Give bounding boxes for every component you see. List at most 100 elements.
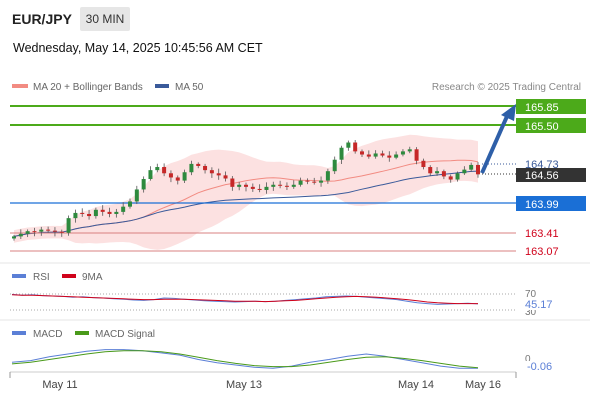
candle-body <box>394 154 399 158</box>
candle-body <box>80 212 85 214</box>
candle-body <box>435 171 440 174</box>
candle-body <box>223 175 228 179</box>
x-tick-label-may13: May 13 <box>226 379 262 391</box>
x-axis: May 11 May 13 May 14 May 16 <box>9 371 517 391</box>
macd-signal-legend-swatch <box>75 331 89 335</box>
price-scale: 165.85 165.50 164.73 164.56 163.99 163.4… <box>516 99 586 258</box>
candle-body <box>230 178 235 187</box>
rsi-30-label: 30 <box>525 307 537 318</box>
ma50-legend-swatch <box>155 84 169 88</box>
candle-body <box>93 209 98 217</box>
candle-body <box>100 209 105 212</box>
timeframe-badge[interactable]: 30 MIN <box>80 7 130 31</box>
candle-body <box>291 184 296 187</box>
candle-body <box>271 184 276 187</box>
resistance-label-2: 165.50 <box>525 121 559 133</box>
candle-body <box>128 201 132 207</box>
candle-body <box>25 231 30 234</box>
candle-body <box>66 218 71 233</box>
candle-body <box>155 167 160 171</box>
rsi-panel: RSI 9MA 70 30 45.17 <box>10 272 562 318</box>
candle-body <box>346 142 351 148</box>
macd-current-label: -0.06 <box>527 361 552 373</box>
candle-body <box>175 177 180 181</box>
rsi-ma-legend-swatch <box>62 274 76 278</box>
candle-body <box>339 147 344 160</box>
macd-current-label-bg <box>522 361 562 372</box>
candle-body <box>353 142 358 152</box>
candle-body <box>284 185 289 187</box>
candle-body <box>469 164 474 170</box>
macd-legend-label: MACD <box>33 329 62 340</box>
rsi-ma-line <box>11 294 478 305</box>
macd-line <box>11 349 478 369</box>
candle-body <box>257 188 262 190</box>
ma20-legend-label: MA 20 + Bollinger Bands <box>33 82 143 93</box>
pivot-label: 163.99 <box>525 199 559 211</box>
candle-body <box>203 165 208 171</box>
symbol-title: EUR/JPY <box>12 11 72 27</box>
chart-header: EUR/JPY 30 MIN Wednesday, May 14, 2025 1… <box>0 0 590 70</box>
candle-body <box>134 189 139 202</box>
rsi-70-label: 70 <box>525 289 537 300</box>
macd-zero-label: 0 <box>525 354 531 365</box>
candle-body <box>400 151 405 155</box>
last-price-label-bg <box>516 168 586 182</box>
support-label-1: 163.41 <box>525 228 559 240</box>
candlestick-series <box>12 140 480 241</box>
candle-body <box>168 173 173 178</box>
candle-body <box>237 184 242 187</box>
candle-body <box>476 164 480 175</box>
candle-body <box>312 181 317 183</box>
resistance-label-2-bg <box>516 118 586 133</box>
candle-body <box>421 160 426 168</box>
candle-body <box>373 153 378 157</box>
candle-body <box>380 153 385 156</box>
candle-body <box>278 184 283 186</box>
candle-body <box>196 163 201 166</box>
macd-panel: MACD MACD Signal 0 -0.06 <box>11 329 562 373</box>
candle-body <box>448 176 453 180</box>
candle-body <box>12 236 16 239</box>
macd-signal-line <box>11 350 479 369</box>
resistance-label-1: 165.85 <box>525 102 559 114</box>
rsi-current-label: 45.17 <box>525 299 553 311</box>
candle-body <box>141 179 146 190</box>
candle-body <box>216 173 221 176</box>
support-label-2: 163.07 <box>525 246 559 258</box>
last-price-label: 164.56 <box>525 170 559 182</box>
candle-body <box>121 206 126 212</box>
candle-body <box>114 211 119 214</box>
x-tick-label-may11: May 11 <box>42 379 77 391</box>
x-tick-label-may16: May 16 <box>465 379 501 391</box>
candle-body <box>387 155 392 158</box>
candle-body <box>407 149 412 152</box>
projection-arrow-head <box>501 104 516 121</box>
candle-body <box>73 212 78 219</box>
candle-body <box>298 180 303 185</box>
candle-body <box>52 230 57 232</box>
candle-body <box>319 180 324 183</box>
candle-body <box>39 229 44 232</box>
credit-text: Research © 2025 Trading Central <box>432 82 581 93</box>
ma50-line <box>13 170 479 237</box>
candle-body <box>332 159 337 172</box>
rsi-current-label-bg <box>522 299 562 310</box>
candle-body <box>182 172 187 181</box>
main-legend: MA 20 + Bollinger Bands MA 50 Research ©… <box>12 82 581 93</box>
candle-body <box>264 186 269 190</box>
candle-body <box>148 170 153 180</box>
candle-body <box>305 180 310 182</box>
candle-body <box>455 173 460 180</box>
macd-signal-legend-label: MACD Signal <box>95 329 155 340</box>
candle-body <box>366 154 371 157</box>
ma50-legend-label: MA 50 <box>175 82 204 93</box>
candle-body <box>360 151 364 155</box>
rsi-legend-label: RSI <box>33 272 50 283</box>
pivot-label-bg <box>516 196 586 211</box>
candle-body <box>46 229 51 231</box>
candle-body <box>209 170 214 174</box>
candle-body <box>250 186 255 189</box>
candle-body <box>162 167 167 174</box>
